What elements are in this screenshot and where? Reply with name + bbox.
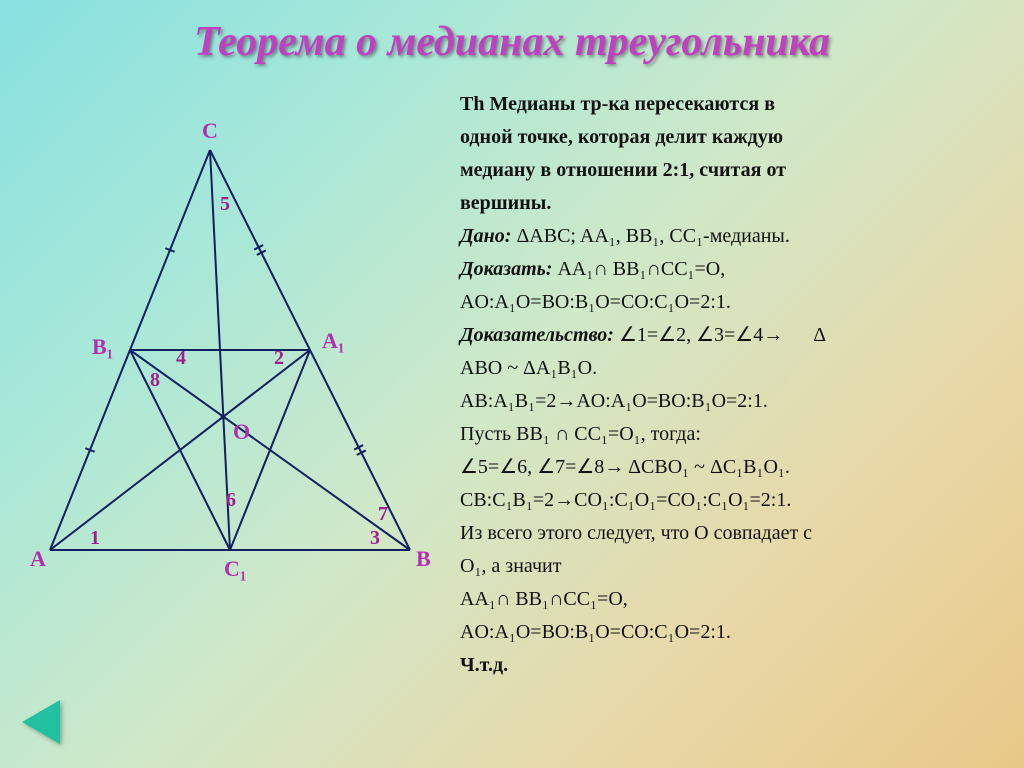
- proof-line-1b: Δ: [813, 324, 826, 346]
- stmt-line-2: одной точке, которая делит каждую: [460, 123, 1005, 152]
- svg-text:8: 8: [150, 369, 160, 391]
- proof-line-10: AO:A₁O=BO:B₁O=CO:C₁O=2:1.: [460, 618, 1005, 647]
- svg-text:A: A: [30, 546, 46, 571]
- proof-line-9: AA₁∩ BB₁∩CC₁=O,: [460, 585, 1005, 614]
- svg-text:A₁: A₁: [322, 328, 344, 353]
- slide-page: Теорема о медианах треугольника A B C A₁ B₁ C…: [0, 0, 1024, 768]
- svg-text:5: 5: [220, 193, 230, 215]
- stmt-line-4: вершины.: [460, 189, 1005, 218]
- triangle-diagram: A B C A₁ B₁ C₁ O 1 2 3 4 5 6 7 8: [20, 100, 440, 600]
- slide-title: Теорема о медианах треугольника: [0, 18, 1024, 66]
- proof-line-4: Пусть BB₁ ∩ CC₁=O₁, тогда:: [460, 420, 1005, 449]
- stmt-line-3: медиану в отношении 2:1, считая от: [460, 156, 1005, 185]
- prev-slide-button[interactable]: [22, 700, 60, 744]
- svg-text:O: O: [233, 419, 250, 444]
- svg-text:1: 1: [90, 527, 100, 549]
- proof-line-3: AB:A₁B₁=2→AO:A₁O=BO:B₁O=2:1.: [460, 387, 1005, 416]
- th-label: Th: [460, 93, 484, 115]
- proof-line-8: O₁, а значит: [460, 552, 1005, 581]
- svg-text:B: B: [416, 546, 431, 571]
- svg-text:3: 3: [370, 527, 380, 549]
- qed: Ч.т.д.: [460, 651, 1005, 680]
- prove-line-2: AO:A₁O=BO:B₁O=CO:C₁O=2:1.: [460, 288, 1005, 317]
- proof-label: Доказательство:: [460, 324, 614, 346]
- svg-text:C: C: [202, 118, 218, 143]
- svg-text:6: 6: [226, 489, 236, 511]
- theorem-text: Th Медианы тр-ка пересекаются в одной то…: [460, 90, 1005, 684]
- svg-text:B₁: B₁: [92, 334, 113, 359]
- prove-line-1: AA₁∩ BB₁∩CC₁=O,: [557, 258, 725, 280]
- svg-text:2: 2: [274, 347, 284, 369]
- given-label: Дано:: [460, 225, 511, 247]
- proof-line-6: CB:C₁B₁=2→CO₁:C₁O₁=CO₁:C₁O₁=2:1.: [460, 486, 1005, 515]
- svg-text:4: 4: [176, 347, 186, 369]
- proof-line-2: ABO ~ ΔA₁B₁O.: [460, 354, 1005, 383]
- proof-line-5: ∠5=∠6, ∠7=∠8→ ΔCBO₁ ~ ΔC₁B₁O₁.: [460, 453, 1005, 482]
- proof-line-7: Из всего этого следует, что O совпадает …: [460, 519, 1005, 548]
- stmt-line-1: Медианы тр-ка пересекаются в: [489, 93, 775, 115]
- svg-text:C₁: C₁: [224, 556, 246, 581]
- prove-label: Доказать:: [460, 258, 552, 280]
- diagram-svg: A B C A₁ B₁ C₁ O 1 2 3 4 5 6 7 8: [20, 100, 440, 600]
- svg-text:7: 7: [378, 503, 388, 525]
- given-text: ΔABC; AA₁, BB₁, CC₁-медианы.: [516, 225, 789, 247]
- proof-line-1a: ∠1=∠2, ∠3=∠4→: [619, 324, 783, 346]
